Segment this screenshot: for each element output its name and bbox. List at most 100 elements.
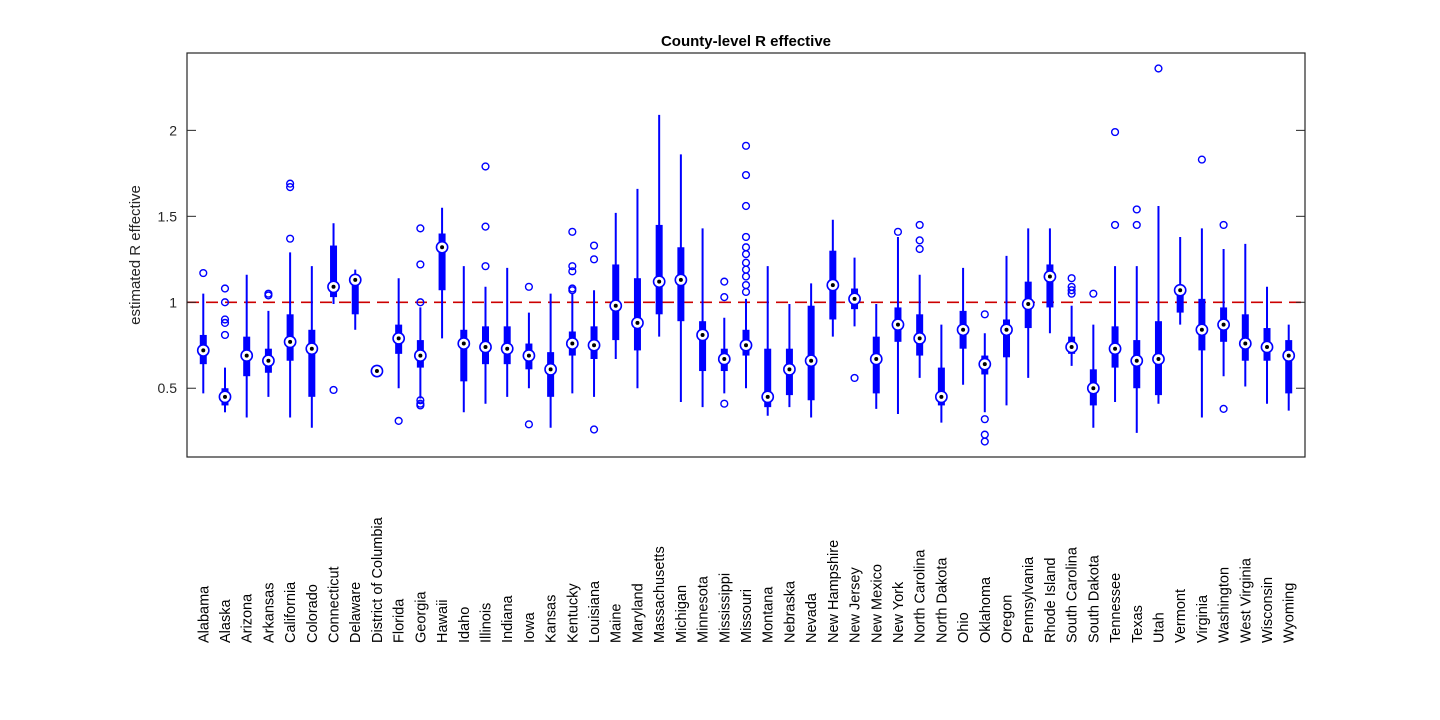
outlier-point <box>589 425 599 434</box>
iqr-box <box>699 321 707 372</box>
box-20 <box>633 188 641 389</box>
outlier-point <box>220 284 230 293</box>
median-dot <box>700 332 705 337</box>
outlier-point <box>893 227 903 236</box>
outlier-point <box>1067 274 1076 283</box>
outlier-point <box>220 298 230 307</box>
medians-layer <box>196 240 1296 404</box>
category-label: New Mexico <box>869 564 885 643</box>
category-label: Indiana <box>500 594 516 643</box>
median-dot <box>1047 274 1052 279</box>
category-label: Idaho <box>457 607 473 643</box>
category-label: Louisiana <box>587 580 603 643</box>
median-dot <box>744 343 748 348</box>
median-dot <box>244 353 249 358</box>
iqr-box <box>1046 264 1054 308</box>
y-tick-label: 0.5 <box>158 380 178 396</box>
outlier-point <box>741 232 751 242</box>
median-dot <box>613 303 618 308</box>
median-dot <box>1243 341 1248 346</box>
outlier-point <box>1219 220 1228 230</box>
iqr-box <box>937 367 945 406</box>
category-label: Kansas <box>544 595 560 643</box>
iqr-box <box>1285 340 1293 394</box>
outlier-point <box>741 170 751 180</box>
y-tick-label: 1 <box>169 294 177 310</box>
outliers-layer <box>199 64 1228 446</box>
outlier-point <box>850 373 859 383</box>
box-28 <box>807 283 815 418</box>
median-dot <box>1026 301 1031 306</box>
median-dot <box>548 367 553 372</box>
category-label: Ohio <box>956 612 972 643</box>
category-label: Maryland <box>630 583 646 643</box>
category-label: Illinois <box>478 603 494 643</box>
category-label: Missouri <box>739 589 755 643</box>
category-label: Mississippi <box>717 573 733 643</box>
outlier-point <box>416 399 425 408</box>
outlier-point <box>1197 155 1206 164</box>
median-dot <box>722 357 727 362</box>
median-dot <box>374 369 379 374</box>
median-dot <box>201 348 206 353</box>
category-label: Alaska <box>218 599 234 643</box>
category-label: Alabama <box>196 585 212 643</box>
outlier-point <box>1110 220 1120 230</box>
median-dot <box>852 296 857 301</box>
median-dot <box>483 344 488 349</box>
median-dot <box>396 336 401 341</box>
median-dot <box>331 284 336 289</box>
category-label: Maine <box>609 604 625 644</box>
category-label: California <box>283 581 299 643</box>
median-dot <box>939 394 944 399</box>
iqr-box <box>655 224 663 315</box>
median-dot <box>505 346 510 351</box>
outlier-point <box>1067 282 1076 291</box>
outlier-point <box>416 224 425 233</box>
outlier-point <box>980 430 989 439</box>
category-label: Arizona <box>240 593 256 643</box>
outlier-point <box>741 258 751 267</box>
median-dot <box>1069 344 1074 349</box>
category-label: Montana <box>761 586 777 643</box>
outlier-point <box>741 201 751 211</box>
median-dot <box>266 358 271 363</box>
outlier-point <box>394 416 403 425</box>
category-label: Delaware <box>348 582 364 643</box>
median-dot <box>1178 288 1183 293</box>
outlier-point <box>220 330 230 340</box>
outlier-point <box>524 282 534 291</box>
category-label: Florida <box>392 598 408 643</box>
chart-title: County-level R effective <box>661 33 831 50</box>
category-label: Virginia <box>1195 594 1211 643</box>
outlier-point <box>720 277 729 286</box>
outlier-point <box>1132 220 1141 230</box>
box-23 <box>699 228 707 408</box>
category-label: New York <box>891 581 907 643</box>
iqr-box <box>460 329 468 382</box>
iqr-box <box>438 233 446 291</box>
median-dot <box>874 357 879 362</box>
outlier-point <box>568 267 577 276</box>
category-label: West Virginia <box>1238 557 1254 643</box>
box-34 <box>937 324 945 423</box>
category-label: Connecticut <box>327 566 343 643</box>
category-label: Iowa <box>522 611 538 643</box>
plot-area <box>187 53 1305 457</box>
median-dot <box>678 277 683 282</box>
outlier-point <box>416 396 425 405</box>
iqr-box <box>764 348 772 408</box>
median-dot <box>353 277 358 282</box>
outlier-point <box>720 399 729 408</box>
median-dot <box>787 367 792 372</box>
outlier-point <box>481 222 490 231</box>
median-dot <box>961 327 966 332</box>
category-label: Hawaii <box>435 599 451 643</box>
median-dot <box>895 322 900 327</box>
category-label: Wyoming <box>1282 583 1298 643</box>
iqr-box <box>807 305 815 401</box>
median-dot <box>830 283 835 288</box>
outlier-point <box>915 220 924 230</box>
category-label: Vermont <box>1173 589 1189 643</box>
